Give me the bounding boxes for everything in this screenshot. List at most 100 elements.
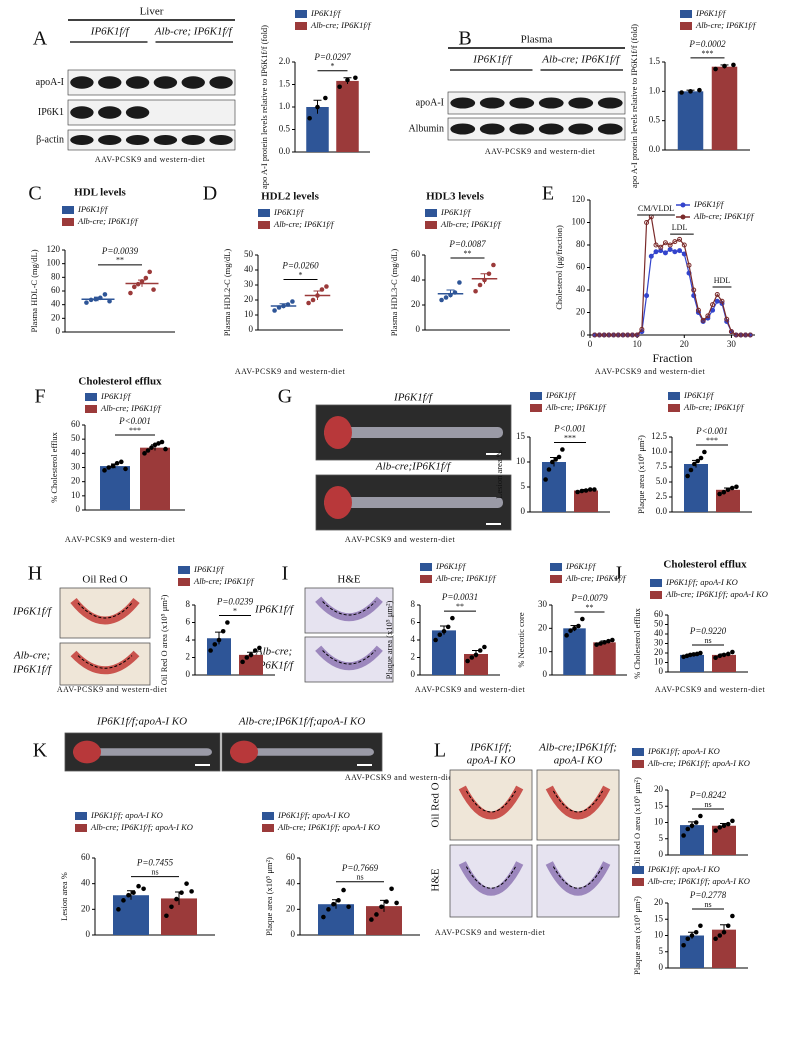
point [611,332,617,338]
p-value: P=0.0031 [441,592,478,602]
legend-label: Alb-cre; IP6K1f/f; apoA-I KO [647,758,750,768]
y-axis-label: Plaque area (x10⁵ μm²) [264,857,274,936]
y-tick-label: 20 [654,647,664,657]
aorta-vessel [230,748,374,756]
point [240,659,245,665]
blot-band [597,97,623,109]
x-tick-label: 10 [633,339,643,349]
point [685,473,690,479]
y-tick-label: 0.0 [656,506,668,516]
legend-swatch [178,566,190,574]
point [307,115,312,121]
point [688,652,693,658]
point [123,466,128,472]
point [689,933,695,938]
point [119,459,124,465]
legend-swatch [258,221,270,229]
point [697,87,702,93]
y-tick-label: 7.5 [656,461,668,471]
point [713,936,718,942]
significance: *** [129,426,141,435]
point [686,262,692,268]
blot-band [538,123,564,135]
point [448,292,453,298]
point [677,248,683,254]
p-value: P<0.001 [553,424,586,434]
p-value: P=0.0002 [688,39,726,49]
legend-swatch [425,209,437,217]
blot-band [98,135,122,145]
p-value: P=0.0079 [570,593,608,603]
point [102,292,108,297]
legend-marker [680,202,686,208]
y-tick-label: 30 [654,638,664,648]
point [658,244,664,250]
point [583,488,589,493]
point [477,648,483,653]
point [592,487,597,492]
point [662,240,668,246]
blot-band [181,76,205,89]
y-tick-label: 10 [71,490,81,500]
point [159,439,165,445]
point [152,442,158,448]
point [457,280,462,285]
micrograph [449,769,533,841]
y-axis-label: % Cholesterol efflux [49,431,59,502]
lesion [70,650,140,675]
y-tick-label: 10.0 [651,446,667,456]
legend-label: Alb-cre; IP6K1f/f [100,403,162,413]
point [257,645,262,651]
blot-group: Plasma [521,34,553,46]
point [88,297,94,303]
point [713,66,718,72]
point [310,297,316,303]
significance: *** [702,49,714,58]
point [272,308,277,313]
panel-label: G [278,386,292,408]
lane-label: IP6K1f/f [90,26,131,38]
point [681,242,687,248]
point [724,316,730,322]
point [450,615,455,621]
y-tick-label: 80 [576,239,586,249]
y-tick-label: 20 [81,903,91,913]
point [324,284,329,289]
legend-label: IP6K1f/f [695,8,727,18]
legend-label: IP6K1f/f [545,390,577,400]
bar [464,654,488,675]
point [374,912,379,917]
point [84,300,89,305]
y-axis-label: Lesion area % [494,450,504,499]
bar [680,825,704,855]
point [662,250,668,256]
point [164,913,169,919]
blot-band [125,106,150,119]
blot-band [209,76,233,89]
lesion [315,645,383,671]
point [625,332,631,338]
x-axis-label: Fraction [653,351,693,365]
legend-label: IP6K1f/f [565,561,597,571]
point [629,332,635,338]
point [572,626,577,631]
legend-label: IP6K1f/f; apoA-I KO [90,810,163,820]
point [139,279,145,284]
point [248,652,254,658]
point [132,284,137,290]
image-label: apoA-I KO [467,755,516,767]
p-value: P=0.9220 [689,626,727,636]
legend-swatch [62,218,74,226]
point [151,287,156,292]
micrograph [449,844,533,918]
point [721,929,727,935]
y-tick-label: 20 [411,299,421,309]
point [443,295,449,300]
legend-label: IP6K1f/f [693,199,725,209]
point [681,942,686,948]
y-axis-label: Oil Red O area (x10⁵ μm²) [159,595,169,686]
point [725,487,731,493]
point [644,220,650,225]
bar [711,66,738,150]
blot-band [568,123,594,135]
